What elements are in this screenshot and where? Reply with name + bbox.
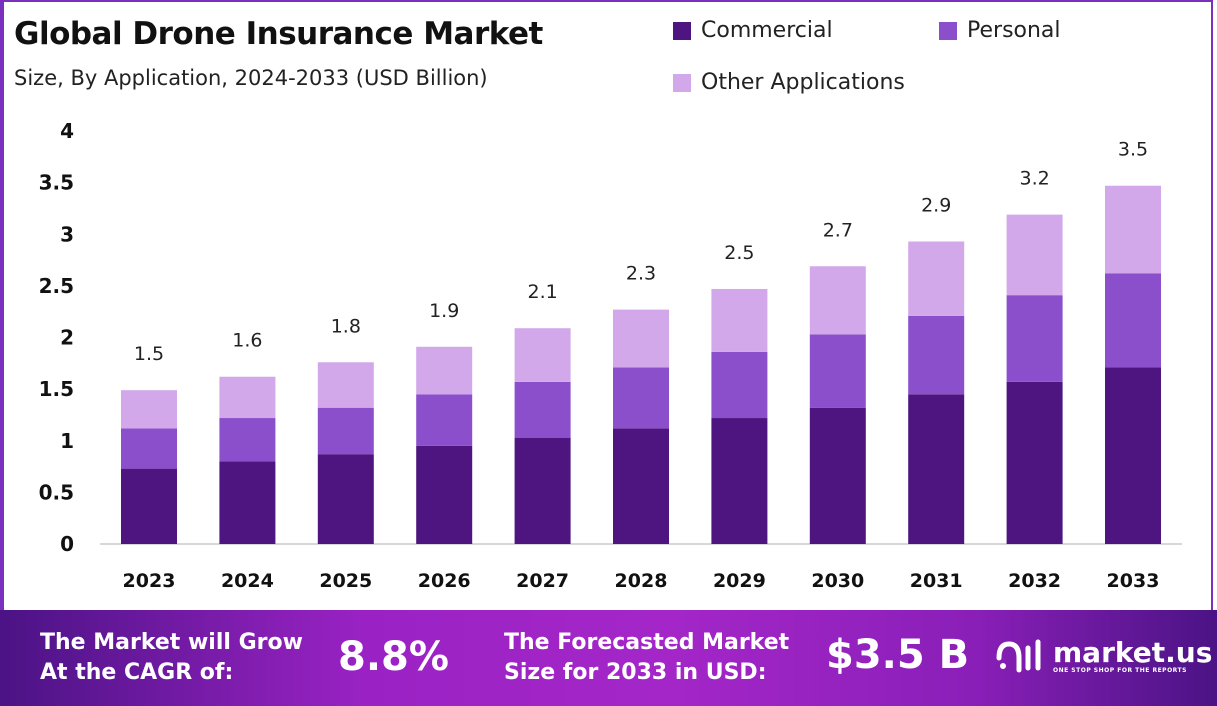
x-tick-label: 2026 (418, 570, 471, 592)
total-data-label: 2.9 (921, 194, 951, 216)
legend-item-personal: Personal (939, 18, 1061, 43)
bar-segment-other-applications (1006, 214, 1063, 296)
forecast-label-line1: The Forecasted Market (504, 630, 790, 655)
bar-segment-other-applications (121, 390, 177, 429)
total-data-label: 3.2 (1019, 168, 1049, 190)
bar-segment-personal (908, 315, 965, 395)
logo-icon (996, 639, 1041, 673)
cagr-label-line2: At the CAGR of: (40, 660, 234, 685)
legend-item-other-applications: Other Applications (673, 70, 905, 95)
y-tick-label: 0 (60, 532, 74, 556)
bar-segment-personal (416, 394, 473, 446)
cagr-label: The Market will Grow At the CAGR of: (40, 628, 303, 688)
bar-segment-commercial (1006, 381, 1063, 544)
y-tick-label: 0.5 (39, 480, 74, 504)
bar-segment-commercial (514, 437, 571, 544)
x-tick-label: 2024 (221, 570, 274, 592)
bar-chart: 0 0.5 1 1.5 2 2.5 3 3.5 4 1.5 2023 1.6 2024 1.8 2025 1.… (39, 119, 1182, 592)
y-tick-label: 2 (60, 326, 74, 350)
market-us-logo: market.us ONE STOP SHOP FOR THE REPORTS (995, 636, 1212, 676)
total-data-label: 1.8 (331, 315, 361, 337)
x-tick-label: 2025 (319, 570, 372, 592)
legend-swatch (673, 21, 691, 40)
total-data-label: 1.6 (232, 330, 262, 352)
y-tick-label: 4 (60, 119, 74, 143)
legend-label: Commercial (701, 18, 833, 43)
cagr-label-line1: The Market will Grow (40, 630, 303, 655)
total-data-label: 2.1 (527, 281, 557, 303)
y-tick-label: 1.5 (39, 377, 74, 401)
summary-banner: The Market will Grow At the CAGR of: 8.8… (0, 610, 1217, 706)
bar-segment-other-applications (317, 362, 374, 408)
chart-subtitle: Size, By Application, 2024-2033 (USD Bil… (14, 66, 488, 90)
x-tick-label: 2023 (123, 570, 176, 592)
bar-segment-commercial (317, 454, 374, 544)
bar-segment-personal (1006, 295, 1063, 382)
y-tick-label: 2.5 (39, 274, 74, 298)
bar-segment-commercial (416, 445, 473, 544)
total-data-label: 3.5 (1118, 139, 1148, 161)
bar-segment-commercial (121, 468, 177, 544)
bar-segment-commercial (1105, 367, 1161, 544)
bar-segment-other-applications (1105, 185, 1161, 274)
forecast-label: The Forecasted Market Size for 2033 in U… (504, 628, 789, 688)
y-tick-label: 3.5 (39, 171, 74, 195)
legend-swatch (673, 73, 691, 92)
forecast-label-line2: Size for 2033 in USD: (504, 660, 767, 685)
chart-frame (0, 0, 1213, 610)
bar-segment-other-applications (514, 328, 571, 382)
bar-segment-personal (121, 428, 177, 469)
bar-segment-personal (809, 334, 866, 408)
total-data-label: 2.3 (626, 263, 656, 285)
bar-segment-other-applications (613, 309, 669, 368)
bar-segment-personal (317, 407, 374, 455)
bar-segment-other-applications (219, 376, 276, 419)
total-data-label: 2.7 (823, 219, 853, 241)
legend-label: Other Applications (701, 70, 905, 95)
bar-segment-personal (1105, 273, 1161, 368)
logo-name: market.us (1053, 635, 1213, 669)
forecast-value: $3.5 B (826, 632, 970, 678)
legend-swatch (939, 21, 957, 40)
x-tick-label: 2030 (811, 570, 864, 592)
bar-segment-commercial (613, 428, 669, 544)
bar-segment-commercial (809, 407, 866, 544)
bar-segment-personal (613, 367, 669, 429)
bar-segment-other-applications (416, 346, 473, 395)
x-tick-label: 2028 (615, 570, 668, 592)
bar-segment-commercial (711, 418, 768, 544)
x-tick-label: 2032 (1008, 570, 1061, 592)
bar-segment-commercial (219, 461, 276, 544)
legend-item-commercial: Commercial (673, 18, 833, 43)
bar-segment-other-applications (809, 266, 866, 335)
y-tick-label: 1 (60, 429, 74, 453)
cagr-value: 8.8% (338, 634, 449, 680)
x-tick-label: 2033 (1107, 570, 1160, 592)
legend: Commercial Personal Other Applications (673, 14, 1213, 104)
bar-segment-personal (219, 418, 276, 462)
total-data-label: 1.5 (134, 343, 164, 365)
bar-segment-commercial (908, 394, 965, 544)
x-tick-label: 2029 (713, 570, 766, 592)
bar-segment-personal (514, 381, 571, 438)
legend-label: Personal (967, 18, 1061, 43)
bar-segment-other-applications (908, 241, 965, 316)
total-data-label: 2.5 (724, 242, 754, 264)
bar-segment-personal (711, 351, 768, 419)
chart-title: Global Drone Insurance Market (14, 16, 543, 52)
x-tick-label: 2027 (516, 570, 569, 592)
x-tick-label: 2031 (910, 570, 963, 592)
total-data-label: 1.9 (429, 300, 459, 322)
logo-tagline: ONE STOP SHOP FOR THE REPORTS (1053, 666, 1187, 674)
y-tick-label: 3 (60, 222, 74, 246)
bar-segment-other-applications (711, 288, 768, 352)
